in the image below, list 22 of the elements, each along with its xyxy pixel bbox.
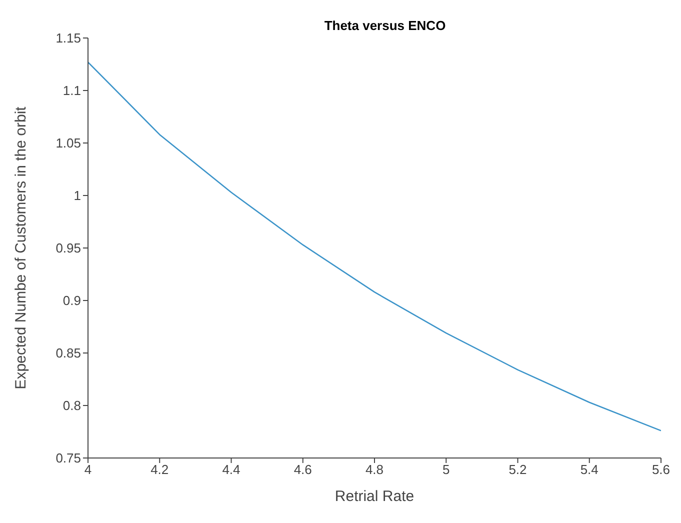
x-tick-label: 5.2 xyxy=(508,462,527,478)
y-tick-label: 0.95 xyxy=(56,240,81,256)
x-tick-label: 4 xyxy=(84,462,92,478)
x-tick-label: 4.2 xyxy=(150,462,169,478)
x-axis-title: Retrial Rate xyxy=(334,488,414,505)
y-tick-label: 0.9 xyxy=(62,293,81,308)
y-tick-label: 1.15 xyxy=(56,30,81,46)
y-tick-label: 1 xyxy=(74,188,81,204)
y-tick-label: 1.1 xyxy=(62,83,81,98)
x-tick-label: 4.8 xyxy=(365,462,384,478)
y-tick-label: 0.75 xyxy=(56,450,81,466)
x-tick-label: 5 xyxy=(442,462,450,478)
chart-title: Theta versus ENCO xyxy=(324,18,446,33)
y-tick-label: 0.8 xyxy=(62,398,81,414)
y-tick-label: 1.05 xyxy=(56,136,81,151)
x-tick-label: 4.4 xyxy=(222,462,240,478)
y-tick-label: 0.85 xyxy=(56,346,81,361)
x-tick-label: 5.4 xyxy=(580,462,598,478)
x-tick-label: 5.6 xyxy=(652,462,670,478)
y-axis-title: Expected Numbe of Customers in the orbit xyxy=(12,106,30,390)
line-series xyxy=(88,62,661,432)
x-tick-label: 4.6 xyxy=(294,462,312,478)
